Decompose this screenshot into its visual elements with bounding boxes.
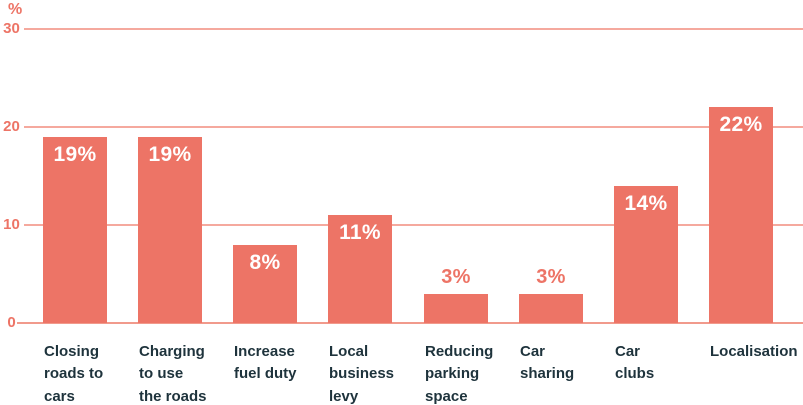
bar-value-label: 3% (536, 265, 566, 288)
bar (233, 244, 297, 323)
bar (709, 107, 773, 323)
bar-value-label: 11% (339, 221, 381, 245)
category-label: Reducing parking space (425, 343, 494, 405)
gridline (24, 28, 803, 30)
bar (328, 215, 392, 323)
bar (614, 185, 678, 323)
bar (43, 136, 107, 323)
y-axis-tick-label: 0 (7, 314, 16, 331)
bar (424, 293, 488, 323)
bar-value-label: 14% (624, 191, 668, 215)
category-label: Local business levy (329, 343, 395, 405)
bar (519, 293, 583, 323)
bar-value-label: 8% (249, 250, 281, 274)
category-label: Increase fuel duty (234, 343, 297, 383)
y-axis-tick-label: 10 (3, 216, 20, 233)
category-label: Car clubs (615, 343, 655, 383)
bar-value-label: 22% (719, 113, 763, 137)
bar-value-label: 3% (441, 265, 471, 288)
category-label: Closing roads to cars (44, 343, 104, 405)
gridline (24, 224, 803, 226)
gridline (24, 126, 803, 128)
category-label: Car sharing (520, 343, 575, 383)
x-axis-line (17, 322, 803, 324)
category-label: Localisation (710, 343, 798, 360)
category-label: Charging to use the roads (139, 343, 207, 405)
bar-value-label: 19% (53, 142, 97, 166)
bar-value-label: 19% (148, 142, 192, 166)
y-axis-tick-label: 30 (3, 20, 20, 37)
y-axis-unit-label: % (8, 1, 23, 18)
y-axis-tick-label: 20 (3, 118, 20, 135)
bar (138, 136, 202, 323)
